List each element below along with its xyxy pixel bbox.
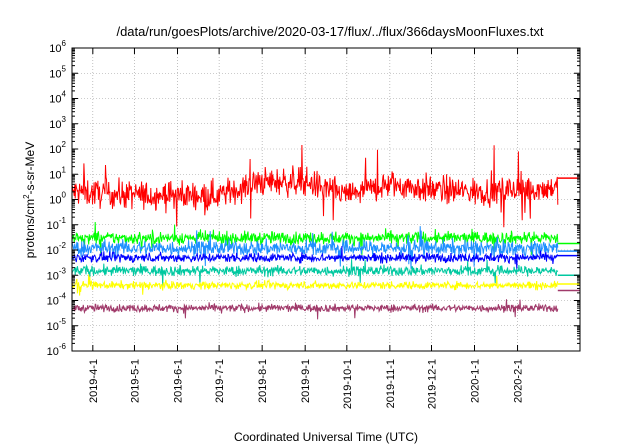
y-tick-label: 104	[49, 90, 66, 106]
y-axis-label: protons/cm2-s-sr-MeV	[22, 142, 37, 258]
y-tick-label: 10-3	[47, 266, 67, 282]
x-tick-label: 2019-4-1	[88, 359, 100, 403]
x-tick-label: 2020-2-1	[513, 359, 525, 403]
y-axis-label-sup: 2	[22, 194, 31, 199]
series-line-6	[71, 274, 559, 296]
y-tick-label: 103	[49, 115, 66, 131]
x-axis-ticks: 2019-4-1 2019-5-1 2019-6-1 2019-7-1 2019-8-1…	[88, 48, 525, 409]
y-tick-label: 10-2	[47, 241, 67, 257]
x-axis-label: Coordinated Universal Time (UTC)	[234, 430, 418, 444]
series-line-5	[71, 259, 559, 286]
y-axis-label-rest: -s-sr-MeV	[23, 142, 37, 195]
y-axis-label-base: protons/cm	[23, 199, 37, 258]
x-tick-label: 2019-7-1	[214, 359, 226, 403]
y-tick-label: 102	[49, 140, 66, 156]
y-tick-label: 10-1	[47, 216, 67, 232]
y-tick-label: 10-6	[47, 342, 67, 358]
chart-title: /data/run/goesPlots/archive/2020-03-17/f…	[116, 24, 543, 39]
x-tick-label: 2019-12-1	[426, 359, 438, 409]
series-line-2	[71, 221, 559, 257]
x-tick-label: 2019-9-1	[300, 359, 312, 403]
y-tick-label: 101	[49, 165, 66, 181]
x-tick-label: 2019-11-1	[385, 359, 397, 408]
x-tick-label: 2019-8-1	[257, 359, 269, 403]
series-line-7	[71, 299, 559, 320]
x-tick-label: 2019-5-1	[129, 359, 141, 403]
y-tick-label: 105	[49, 64, 66, 80]
y-tick-label: 10-5	[47, 317, 67, 333]
grid-lines	[72, 48, 580, 351]
x-tick-label: 2019-10-1	[342, 359, 354, 409]
series-line-1	[71, 144, 559, 228]
series-line-4	[71, 245, 559, 271]
y-axis-ticks: 10-6 10-5 10-4 10-3 10-2 10-1 100 101 102 103 104 1…	[47, 39, 580, 358]
x-tick-label: 2019-6-1	[172, 359, 184, 403]
y-tick-label: 106	[49, 39, 66, 55]
x-tick-label: 2020-1-1	[470, 359, 482, 403]
y-tick-label: 10-4	[47, 292, 67, 308]
series-layer	[71, 144, 580, 320]
y-tick-label: 100	[49, 191, 66, 207]
